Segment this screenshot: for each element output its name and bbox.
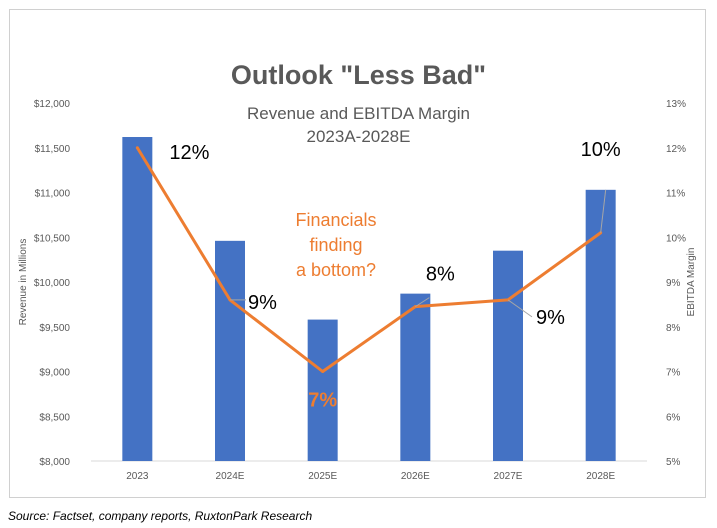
y2-tick-label: 11% <box>666 189 685 200</box>
x-tick-label: 2023 <box>126 471 149 482</box>
bar-2027E <box>493 250 523 461</box>
source-note: Source: Factset, company reports, Ruxton… <box>8 509 313 523</box>
data-label-2026E: 8% <box>426 264 455 286</box>
y2-axis-label: EBITDA Margin <box>686 248 697 317</box>
bar-2024E <box>215 240 245 461</box>
annotation-line: a bottom? <box>296 260 376 280</box>
y-tick-label: $8,000 <box>39 457 70 468</box>
y2-tick-label: 10% <box>666 233 686 244</box>
label-leader-line <box>415 297 430 308</box>
x-tick-label: 2028E <box>586 471 615 482</box>
ebitda-margin-line <box>136 146 602 373</box>
x-tick-label: 2024E <box>216 471 245 482</box>
y-tick-label: $9,000 <box>39 368 70 379</box>
y-tick-label: $11,000 <box>35 189 71 200</box>
data-label-2025E: 7% <box>308 390 337 412</box>
chart-period: 2023A-2028E <box>306 127 411 146</box>
bar-2028E <box>585 189 616 461</box>
y2-tick-label: 7% <box>666 368 681 379</box>
chart-frame: Outlook "Less Bad" Revenue and EBITDA Ma… <box>9 9 706 498</box>
margin-point-2025E <box>321 370 325 373</box>
chart-title: Outlook "Less Bad" <box>230 60 487 90</box>
y-axis-label: Revenue in Millions <box>18 239 29 326</box>
y-tick-label: $12,000 <box>34 99 71 110</box>
y-tick-label: $10,000 <box>34 278 71 289</box>
bar-2025E <box>307 319 338 461</box>
margin-point-2023 <box>135 146 139 150</box>
chart-subtitle: Revenue and EBITDA Margin <box>246 104 470 123</box>
y2-tick-label: 6% <box>666 412 681 423</box>
data-label-2024E: 9% <box>248 292 277 314</box>
data-label-2023: 12% <box>169 142 209 164</box>
y2-tick-label: 8% <box>666 323 681 334</box>
annotation-line: Financials <box>295 210 376 230</box>
y2-tick-label: 5% <box>666 457 681 468</box>
y-tick-label: $9,500 <box>39 323 70 334</box>
label-leader-line <box>507 299 533 318</box>
chart-svg: $8,000 $8,500 $9,000 $9,500 $10,000 $10,500 $1… <box>18 99 697 482</box>
bar-2026E <box>400 293 431 461</box>
data-label-2027E: 9% <box>536 307 565 329</box>
y-tick-label: $11,500 <box>35 144 71 155</box>
y2-tick-label: 13% <box>666 99 686 110</box>
y-tick-label: $10,500 <box>34 233 71 244</box>
data-label-2028E: 10% <box>581 139 621 161</box>
y2-tick-label: 12% <box>666 144 686 155</box>
y2-tick-label: 9% <box>666 278 681 289</box>
x-tick-label: 2026E <box>401 471 430 482</box>
annotation-line: finding <box>309 235 362 255</box>
y-tick-label: $8,500 <box>39 412 70 423</box>
x-tick-label: 2025E <box>308 471 337 482</box>
x-tick-label: 2027E <box>494 471 523 482</box>
bar-2023 <box>122 137 153 461</box>
label-leader-line <box>600 189 607 233</box>
